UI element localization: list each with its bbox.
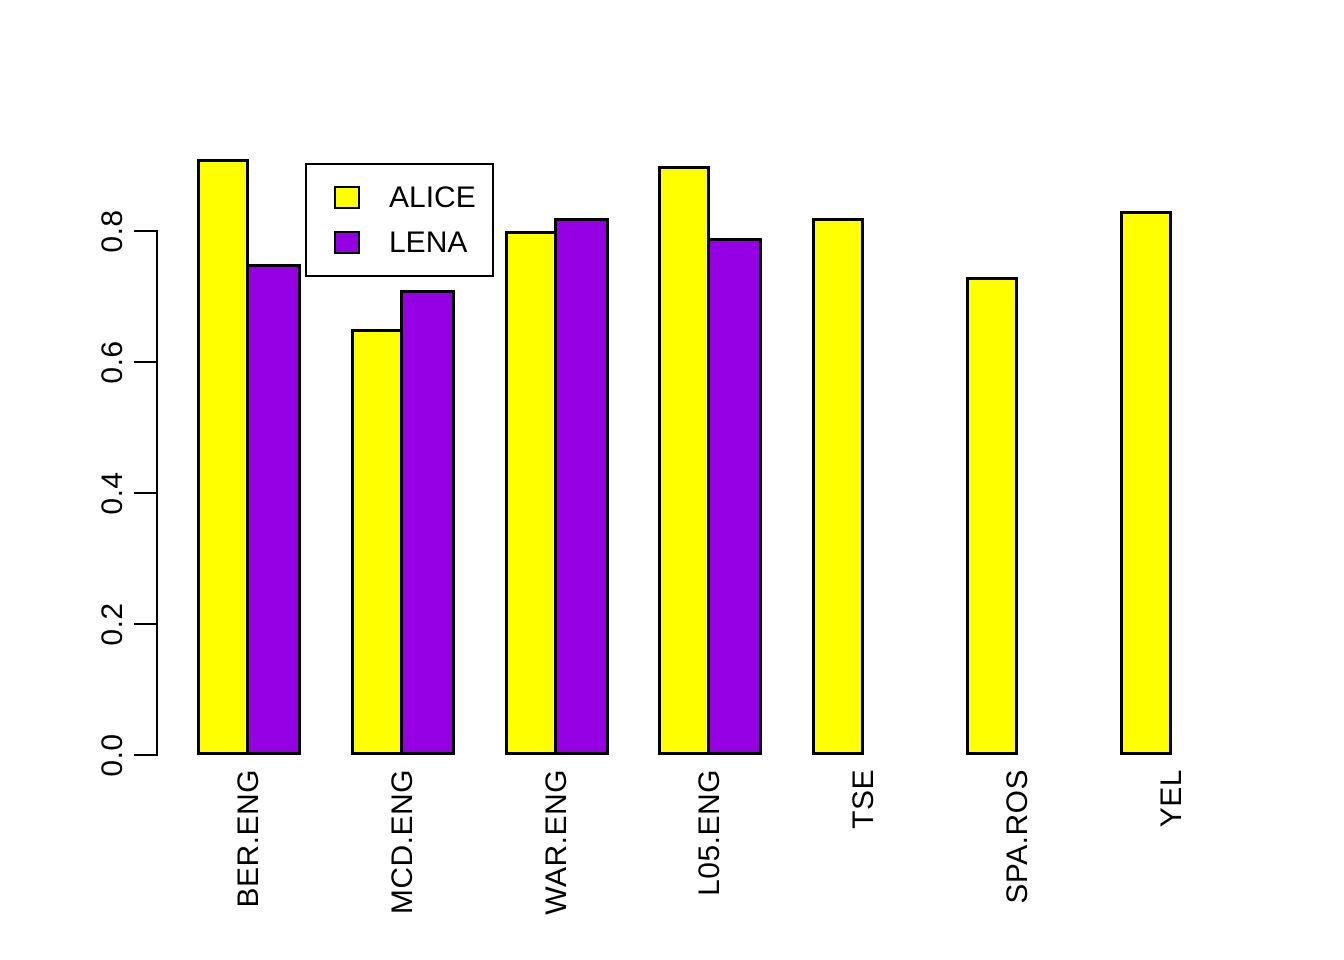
legend-label-lena: LENA [389, 225, 468, 259]
x-category-label: L05.ENG [693, 769, 727, 896]
x-category-label: TSE [847, 769, 881, 829]
legend-swatch-alice [334, 186, 360, 209]
y-axis-tick [134, 754, 156, 756]
y-tick-label: 0.8 [96, 209, 129, 253]
x-category-label: SPA.ROS [1001, 769, 1034, 904]
y-axis-line [156, 230, 158, 756]
x-category-label: WAR.ENG [539, 769, 573, 915]
bar-alice-tse [812, 217, 865, 755]
x-category-label: BER.ENG [232, 769, 265, 908]
bar-lena-war.eng [553, 217, 609, 755]
bar-alice-l05.eng [658, 165, 711, 755]
y-tick-label: 0.6 [96, 340, 129, 384]
legend-entry-lena: LENA [334, 225, 492, 259]
x-category-label: MCD.ENG [385, 769, 419, 915]
bar-alice-ber.eng [197, 158, 249, 755]
x-category-label: YEL [1154, 769, 1188, 828]
bar-lena-ber.eng [246, 263, 301, 755]
y-axis-tick [134, 361, 156, 363]
legend-swatch-lena [334, 231, 360, 254]
bar-alice-yel [1119, 211, 1172, 755]
y-tick-label: 0.0 [96, 733, 129, 777]
y-axis-tick [134, 492, 156, 494]
bar-alice-war.eng [504, 231, 557, 755]
bar-alice-mcd.eng [350, 329, 403, 755]
bar-alice-spa.ros [966, 276, 1018, 755]
legend: ALICE LENA [305, 163, 494, 277]
legend-label-alice: ALICE [389, 180, 476, 214]
legend-entry-alice: ALICE [334, 180, 492, 214]
bar-lena-mcd.eng [399, 289, 455, 755]
y-tick-label: 0.2 [96, 602, 129, 646]
y-axis-tick [134, 623, 156, 625]
y-tick-label: 0.4 [96, 471, 129, 515]
bar-lena-l05.eng [707, 237, 763, 755]
y-axis-tick [134, 230, 156, 232]
